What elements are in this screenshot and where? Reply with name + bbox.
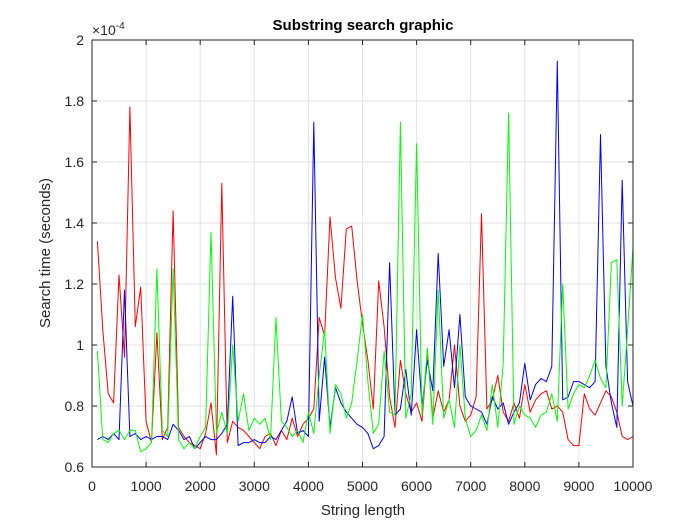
x-tick-label: 2000 — [185, 478, 216, 494]
y-tick-label: 1.4 — [65, 215, 85, 231]
y-tick-label: 1.2 — [65, 276, 85, 292]
x-tick-label: 8000 — [509, 478, 540, 494]
series-line-1 — [97, 60, 634, 450]
y-tick-label: 0.8 — [65, 398, 85, 414]
axis-ticks: 0 1000 2000 3000 4000 5000 6000 7000 8000 9000 100… — [65, 32, 653, 494]
x-tick-label: 3000 — [239, 478, 270, 494]
y-tick-label: 2 — [76, 32, 84, 48]
y-exponent-label: ×10-4 — [92, 21, 125, 38]
y-exponent-power: -4 — [116, 21, 125, 32]
y-tick-label: 1 — [76, 337, 84, 353]
y-tick-label: 1.8 — [65, 93, 85, 109]
y-axis-label: Search time (seconds) — [37, 178, 54, 328]
chart-title: Substring search graphic — [273, 17, 454, 34]
x-tick-label: 10000 — [614, 478, 653, 494]
series-line-2 — [96, 112, 634, 453]
x-tick-label: 5000 — [347, 478, 378, 494]
y-tick-label: 0.6 — [65, 459, 85, 475]
series-lines — [96, 60, 634, 456]
x-tick-label: 9000 — [563, 478, 594, 494]
x-tick-label: 6000 — [401, 478, 432, 494]
y-exponent-base: ×10 — [92, 22, 116, 38]
x-axis-label: String length — [321, 502, 405, 519]
x-tick-label: 1000 — [131, 478, 162, 494]
x-tick-label: 0 — [88, 478, 96, 494]
x-tick-label: 7000 — [455, 478, 486, 494]
y-tick-label: 1.6 — [65, 154, 85, 170]
x-tick-label: 4000 — [293, 478, 324, 494]
